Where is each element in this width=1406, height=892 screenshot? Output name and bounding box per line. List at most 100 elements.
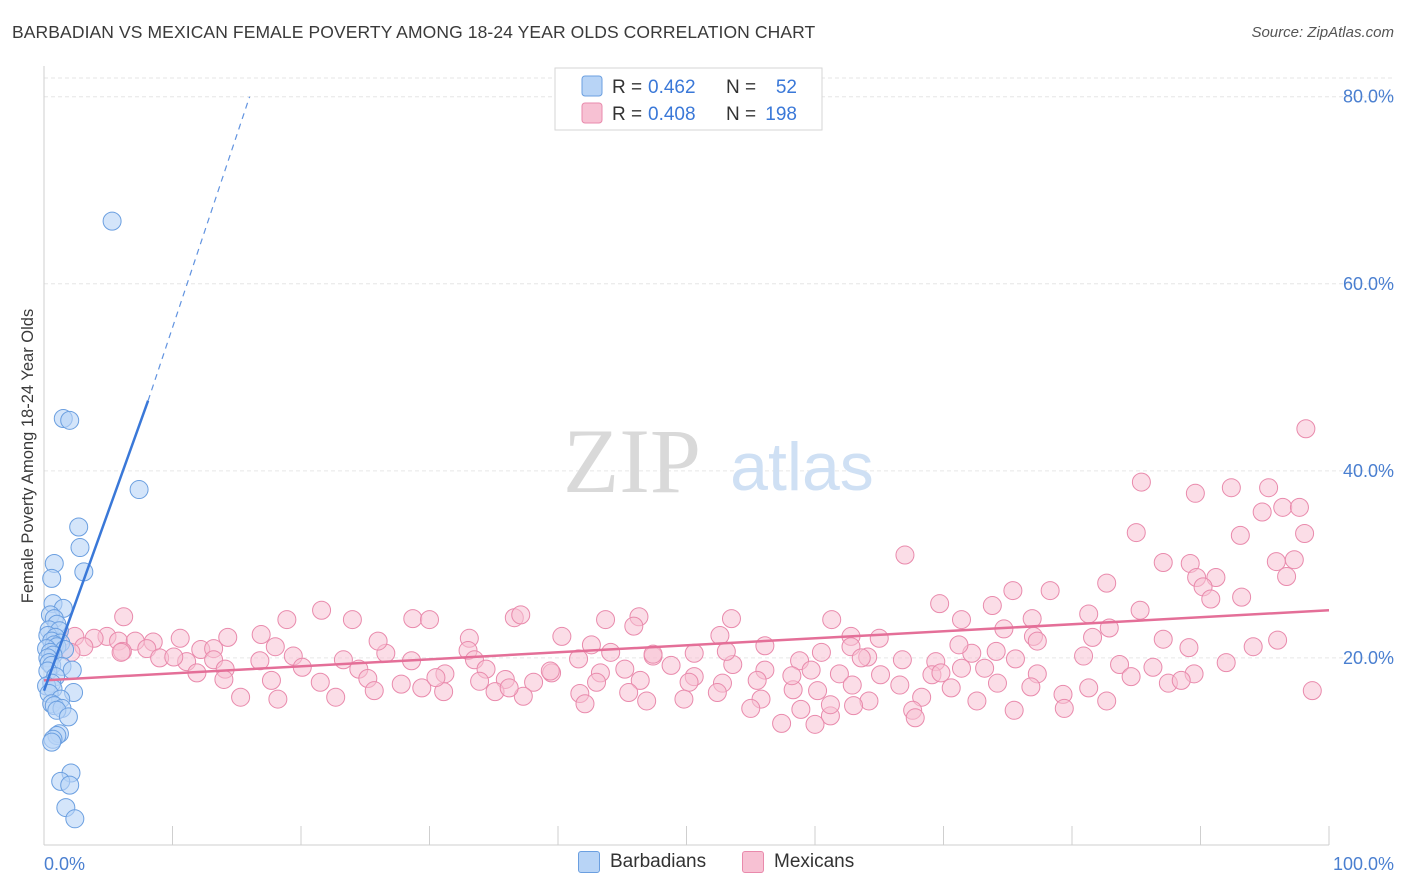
mexicans-point — [905, 708, 925, 728]
legend-n-label-2: N = — [726, 104, 756, 125]
mexicans-point — [412, 678, 432, 698]
mexicans-point — [326, 687, 346, 707]
mexicans-point — [747, 670, 767, 690]
mexicans-point — [951, 658, 971, 678]
mexicans-point — [967, 691, 987, 711]
legend-item-mexicans: Mexicans — [742, 851, 854, 873]
mexicans-point — [170, 628, 190, 648]
mexicans-point — [801, 660, 821, 680]
mexicans-point — [524, 672, 544, 692]
barbadians-points — [37, 211, 149, 829]
mexicans-point — [1302, 681, 1322, 701]
mexicans-point — [820, 695, 840, 715]
mexicans-point — [277, 610, 297, 630]
barbadians-swatch — [578, 851, 600, 873]
mexicans-point — [342, 610, 362, 630]
mexicans-point — [1277, 567, 1297, 587]
mexicans-point — [364, 681, 384, 701]
y-axis-label: Female Poverty Among 18-24 Year Olds — [19, 309, 37, 603]
mexicans-point — [811, 642, 831, 662]
barbadians-label: Barbadians — [610, 851, 707, 872]
mexicans-point — [1004, 700, 1024, 720]
mexicans-point — [251, 625, 271, 645]
mexicans-point — [218, 627, 238, 647]
mexicans-point — [1273, 497, 1293, 517]
mexicans-point — [1097, 691, 1117, 711]
mexicans-point — [890, 675, 910, 695]
mexicans-point — [684, 643, 704, 663]
source-credit: Source: ZipAtlas.com — [1251, 24, 1394, 41]
mexicans-point — [871, 665, 891, 685]
y-tick-label-20: 20.0% — [1343, 648, 1394, 668]
mexicans-point — [1040, 581, 1060, 601]
y-tick-label-40: 40.0% — [1343, 461, 1394, 481]
mexicans-point — [596, 610, 616, 630]
axes — [43, 66, 1330, 846]
barbadians-point — [42, 568, 62, 588]
x-tick-min: 0.0% — [44, 854, 85, 874]
trend-lines — [42, 96, 1330, 692]
mexicans-point — [679, 672, 699, 692]
mexicans-point — [1131, 472, 1151, 492]
mexicans-point — [1097, 573, 1117, 593]
mexicans-point — [403, 609, 423, 629]
mexicans-point — [333, 650, 353, 670]
mexicans-point — [949, 635, 969, 655]
mexicans-point — [420, 610, 439, 630]
mexicans-point — [982, 596, 1002, 616]
mexicans-point — [513, 686, 533, 706]
mexicans-point — [312, 600, 332, 620]
barbadians-trend-line — [42, 400, 150, 692]
mexicans-point — [1284, 550, 1304, 570]
mexicans-point — [1201, 589, 1221, 609]
barbadians-trend-extension — [147, 96, 251, 401]
mexicans-point — [808, 681, 828, 701]
mexicans-point — [511, 605, 531, 625]
mexicans-point — [265, 637, 285, 657]
mexicans-point — [951, 610, 971, 630]
mexicans-point — [1289, 497, 1309, 517]
mexicans-point — [499, 678, 519, 698]
mexicans-point — [164, 647, 184, 667]
mexicans-point — [310, 672, 330, 692]
legend-r-value-2: 0.408 — [648, 104, 696, 125]
mexicans-point — [1268, 630, 1288, 650]
mexicans-point — [268, 689, 288, 709]
mexicans-point — [619, 683, 639, 703]
mexicans-point — [805, 714, 825, 734]
legend-r-value-1: 0.462 — [648, 77, 696, 98]
mexicans-point — [470, 671, 490, 691]
mexicans-point — [111, 642, 131, 662]
mexicans-point — [851, 648, 871, 668]
barbadians-point — [129, 480, 149, 500]
mexicans-point — [1296, 419, 1316, 439]
mexicans-point — [1185, 483, 1205, 503]
barbadians-point — [58, 707, 78, 727]
mexicans-point — [552, 626, 572, 646]
mexicans-point — [391, 674, 411, 694]
mexicans-point — [637, 691, 657, 711]
mexicans-point — [829, 664, 849, 684]
mexicans-point — [1243, 637, 1263, 657]
legend-n-label-1: N = — [726, 77, 756, 98]
x-tick-max: 100.0% — [1333, 854, 1394, 874]
mexicans-point — [1252, 502, 1272, 522]
mexicans-point — [844, 696, 864, 716]
mexicans-point — [426, 668, 446, 688]
barbadians-point — [60, 410, 80, 430]
mexicans-point — [987, 673, 1007, 693]
mexicans-point — [674, 689, 694, 709]
mexicans-trend-line — [43, 608, 1330, 682]
mexicans-point — [643, 644, 663, 664]
legend-n-value-2: 198 — [765, 104, 797, 125]
mexicans-label: Mexicans — [774, 851, 855, 872]
barbadians-point — [62, 660, 82, 680]
mexicans-point — [1230, 525, 1250, 545]
mexicans-point — [1216, 653, 1236, 673]
mexicans-point — [1079, 604, 1099, 624]
mexicans-point — [1153, 553, 1173, 573]
mexicans-point — [1121, 667, 1141, 687]
mexicans-point — [741, 698, 761, 718]
mexicans-point — [892, 650, 912, 670]
